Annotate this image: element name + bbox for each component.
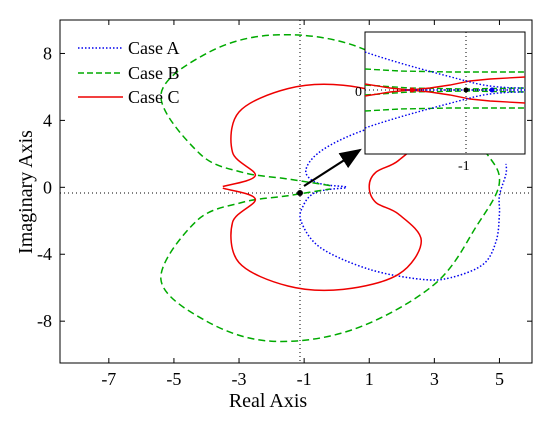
y-tick-label: 8 (43, 43, 52, 63)
y-tick-label: -4 (37, 244, 52, 264)
legend: Case A Case B Case C (78, 38, 180, 107)
inset-critical-point (463, 87, 469, 93)
inset-curves (365, 32, 525, 154)
inset-zero-label: 0 (355, 85, 362, 100)
series-curve-case-c (222, 83, 423, 292)
inset-red-point (409, 87, 415, 93)
x-tick-label: -3 (232, 369, 247, 389)
x-axis-ticks: -7 -5 -3 -1 1 3 5 (101, 20, 504, 389)
series-curve-case-b (160, 33, 501, 343)
zoom-inset: 0 -1 (355, 31, 526, 174)
inset-background (364, 31, 526, 155)
legend-label-case-b: Case B (128, 63, 180, 83)
series-curve-case-a (299, 91, 508, 281)
plot-frame (59, 19, 533, 364)
y-tick-label: 4 (43, 110, 52, 130)
inset-case-a-lower (365, 91, 525, 129)
x-tick-label: 3 (430, 369, 439, 389)
legend-label-case-c: Case C (128, 87, 180, 107)
legend-label-case-a: Case A (128, 38, 180, 58)
inset-neg-one-label: -1 (458, 159, 470, 174)
zoom-arrow (303, 148, 362, 187)
y-tick-label: -8 (37, 311, 52, 331)
inset-blue-point (489, 87, 495, 93)
inset-case-b-inner (365, 84, 525, 96)
x-axis-title: Real Axis (229, 390, 308, 412)
x-tick-label: -1 (297, 369, 312, 389)
critical-point-marker (297, 190, 303, 196)
x-tick-label: 1 (365, 369, 374, 389)
inset-case-b-lower (365, 107, 525, 112)
inset-case-c-upper (365, 83, 525, 104)
inset-case-b-upper (365, 68, 525, 73)
y-tick-label: 0 (43, 177, 52, 197)
inset-case-a-upper (365, 51, 525, 89)
y-axis-title: Imaginary Axis (15, 130, 37, 254)
y-axis-ticks: -8 -4 0 4 8 (37, 43, 532, 331)
x-tick-label: -7 (101, 369, 116, 389)
series-layer (160, 33, 508, 343)
x-tick-label: 5 (495, 369, 504, 389)
inset-case-c-lower (365, 76, 525, 97)
x-tick-label: -5 (166, 369, 181, 389)
